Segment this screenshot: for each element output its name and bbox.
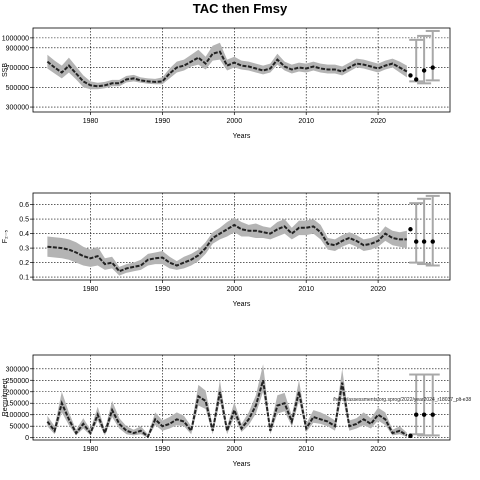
projection-point [421,412,427,417]
x-tick-label: 1980 [83,446,99,453]
y-tick-label: 300000 [6,366,29,373]
median-line [47,223,407,273]
x-tick-label: 2020 [370,118,386,125]
confidence-band [47,217,407,276]
projection-point [430,412,435,417]
projection-point [430,65,435,70]
confidence-band [47,364,407,438]
y-tick-label: 50000 [10,424,30,431]
x-tick-label: 2020 [370,446,386,453]
x-axis-label: Years [233,301,251,308]
y-axis-label: F₂₋₅ [2,230,9,244]
y-tick-label: 250000 [6,378,29,385]
x-tick-label: 1990 [155,118,171,125]
projection-point [421,239,427,244]
projection-point [421,68,427,73]
x-tick-label: 1990 [155,286,171,293]
plot-frame [32,192,451,281]
projection-point [408,73,413,78]
y-tick-label: 1000000 [2,35,29,42]
panel-fishing-mortality: 1980 1990 2000 2010 2020 0.1 0.2 0.3 0.4 0.5 0.6 Ye… [2,192,451,308]
y-tick-label: 0.6 [19,202,29,209]
x-tick-label: 1990 [155,446,171,453]
y-tick-label: 500000 [6,85,29,92]
x-tick-label: 2010 [298,118,314,125]
projection-point [414,239,419,244]
y-tick-label: 0.5 [19,217,29,224]
x-tick-label: 2000 [227,446,243,453]
y-tick-label: 700000 [6,65,29,72]
y-tick-label: 0 [25,435,29,442]
y-tick-label: 0.3 [19,246,29,253]
y-tick-label: 200000 [6,389,29,396]
figure-title: TAC then Fmsy [193,1,288,16]
median-line [46,50,408,88]
projection-point [408,227,413,232]
x-axis-label: Years [233,461,251,468]
projection-point [430,239,435,244]
x-tick-label: 1980 [83,286,99,293]
x-tick-label: 2020 [370,286,386,293]
plot-frame [32,27,451,113]
panel-recruitment: 1980 1990 2000 2010 2020 0 50000 100000 150000 20… [2,354,471,468]
y-axis-label: SSB [2,63,9,77]
y-tick-label: 300000 [6,105,29,112]
plot-annotation: /home/assessments/org.sprog/2022/year202… [333,397,471,403]
x-tick-label: 2010 [298,286,314,293]
y-axis-label: Recruitment [2,379,9,417]
y-tick-label: 100000 [6,412,29,419]
projection-point [414,412,419,417]
y-tick-label: 0.1 [19,275,29,282]
median-line [46,380,408,439]
x-tick-label: 1980 [83,118,99,125]
y-tick-label: 0.4 [19,231,29,238]
y-tick-label: 900000 [6,45,29,52]
x-tick-label: 2000 [227,118,243,125]
x-tick-label: 2010 [298,446,314,453]
projection-point [414,77,419,82]
y-tick-label: 150000 [6,401,29,408]
y-tick-label: 0.2 [19,260,29,267]
plot-frame [32,354,451,441]
confidence-band [47,42,407,90]
x-tick-label: 2000 [227,286,243,293]
projection-point [408,433,413,439]
panel-ssb: 1980 1990 2000 2010 2020 300000 500000 700000 90… [2,27,451,140]
x-axis-label: Years [233,133,251,140]
